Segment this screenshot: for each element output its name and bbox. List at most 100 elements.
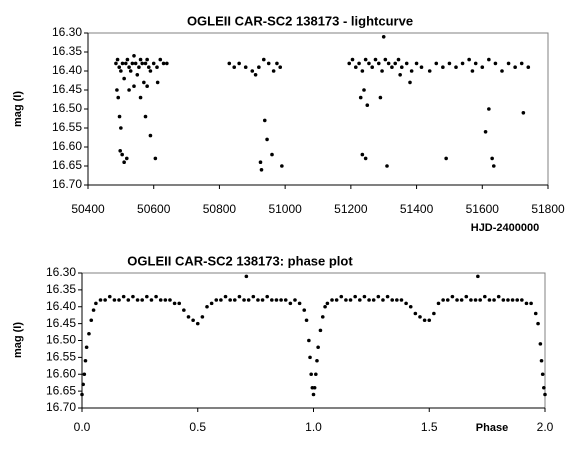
- y-tick-label: 16.45: [46, 316, 76, 330]
- data-point: [360, 152, 365, 157]
- data-point: [348, 298, 353, 302]
- data-point: [153, 156, 158, 161]
- data-point: [158, 298, 163, 302]
- data-point: [250, 69, 255, 73]
- data-point: [339, 294, 344, 299]
- x-tick-label: 51600: [466, 202, 500, 216]
- data-point: [155, 80, 160, 85]
- data-point: [122, 76, 126, 81]
- data-point: [418, 315, 422, 319]
- data-point: [177, 301, 182, 306]
- data-point: [82, 372, 87, 377]
- y-tick-label: 16.35: [52, 44, 82, 58]
- data-point: [115, 57, 120, 62]
- data-point: [265, 294, 270, 299]
- y-tick-label: 16.45: [52, 82, 82, 96]
- y-tick-label: 16.70: [52, 177, 82, 191]
- data-point: [237, 61, 241, 66]
- data-point: [445, 298, 450, 302]
- data-point: [103, 298, 107, 302]
- data-point: [491, 164, 496, 168]
- data-point: [478, 298, 482, 302]
- data-point: [395, 298, 399, 302]
- data-point: [154, 294, 158, 299]
- data-point: [455, 298, 459, 302]
- data-point: [309, 372, 313, 377]
- data-point: [493, 61, 498, 66]
- x-tick-label: 2.0: [537, 420, 554, 434]
- data-point: [119, 69, 123, 73]
- data-point: [83, 358, 88, 363]
- data-point: [390, 298, 395, 302]
- data-point: [143, 114, 148, 119]
- data-point: [244, 274, 249, 279]
- data-point: [137, 65, 141, 69]
- data-point: [318, 328, 323, 333]
- data-point: [219, 298, 223, 302]
- y-tick-label: 16.50: [46, 333, 76, 347]
- data-point: [151, 61, 156, 66]
- data-point: [246, 298, 251, 302]
- data-point: [492, 298, 496, 302]
- data-point: [149, 298, 154, 302]
- data-point: [543, 392, 547, 397]
- data-point: [132, 54, 136, 58]
- y-tick-label: 16.60: [46, 366, 76, 380]
- data-point: [370, 65, 375, 69]
- data-point: [135, 73, 140, 77]
- data-point: [533, 311, 538, 316]
- data-point: [182, 308, 186, 312]
- data-point: [501, 298, 506, 302]
- data-point: [127, 65, 131, 69]
- data-point: [270, 152, 274, 157]
- data-point: [87, 331, 91, 336]
- y-tick-label: 16.65: [52, 158, 82, 172]
- data-point: [314, 372, 318, 377]
- data-point: [323, 304, 327, 309]
- data-point: [398, 73, 402, 77]
- data-point: [293, 298, 297, 302]
- data-point: [365, 103, 370, 107]
- data-point: [120, 152, 124, 157]
- data-point: [519, 61, 524, 66]
- x-axis-label: Phase: [476, 422, 508, 434]
- data-point: [476, 274, 480, 279]
- data-point: [311, 392, 316, 397]
- data-point: [158, 57, 163, 62]
- data-point: [515, 298, 520, 302]
- data-point: [367, 298, 371, 302]
- data-point: [131, 294, 135, 299]
- x-tick-label: 50400: [71, 202, 105, 216]
- data-point: [98, 298, 103, 302]
- data-point: [373, 57, 378, 62]
- data-point: [283, 298, 288, 302]
- data-point: [315, 358, 319, 363]
- y-tick-label: 16.30: [52, 25, 82, 39]
- data-point: [261, 57, 266, 62]
- data-point: [84, 345, 89, 350]
- y-axis-label: mag (I): [12, 322, 24, 358]
- data-point: [330, 298, 334, 302]
- data-point: [447, 61, 452, 66]
- data-point: [350, 57, 355, 62]
- data-point: [459, 298, 464, 302]
- y-tick-label: 16.60: [52, 139, 82, 153]
- data-point: [126, 298, 131, 302]
- data-point: [275, 61, 279, 66]
- data-point: [112, 298, 117, 302]
- data-point: [132, 84, 136, 88]
- y-axis-label: mag (I): [12, 91, 24, 127]
- data-point: [133, 61, 138, 66]
- data-point: [307, 338, 311, 343]
- data-point: [122, 160, 126, 164]
- data-point: [251, 294, 256, 299]
- data-point: [232, 65, 237, 69]
- x-tick-label: 51400: [400, 202, 434, 216]
- data-point: [115, 88, 119, 92]
- data-point: [344, 298, 348, 302]
- data-point: [363, 156, 368, 161]
- data-point: [380, 69, 384, 73]
- data-point: [200, 315, 205, 319]
- x-tick-label: 51000: [268, 202, 302, 216]
- data-point: [353, 65, 358, 69]
